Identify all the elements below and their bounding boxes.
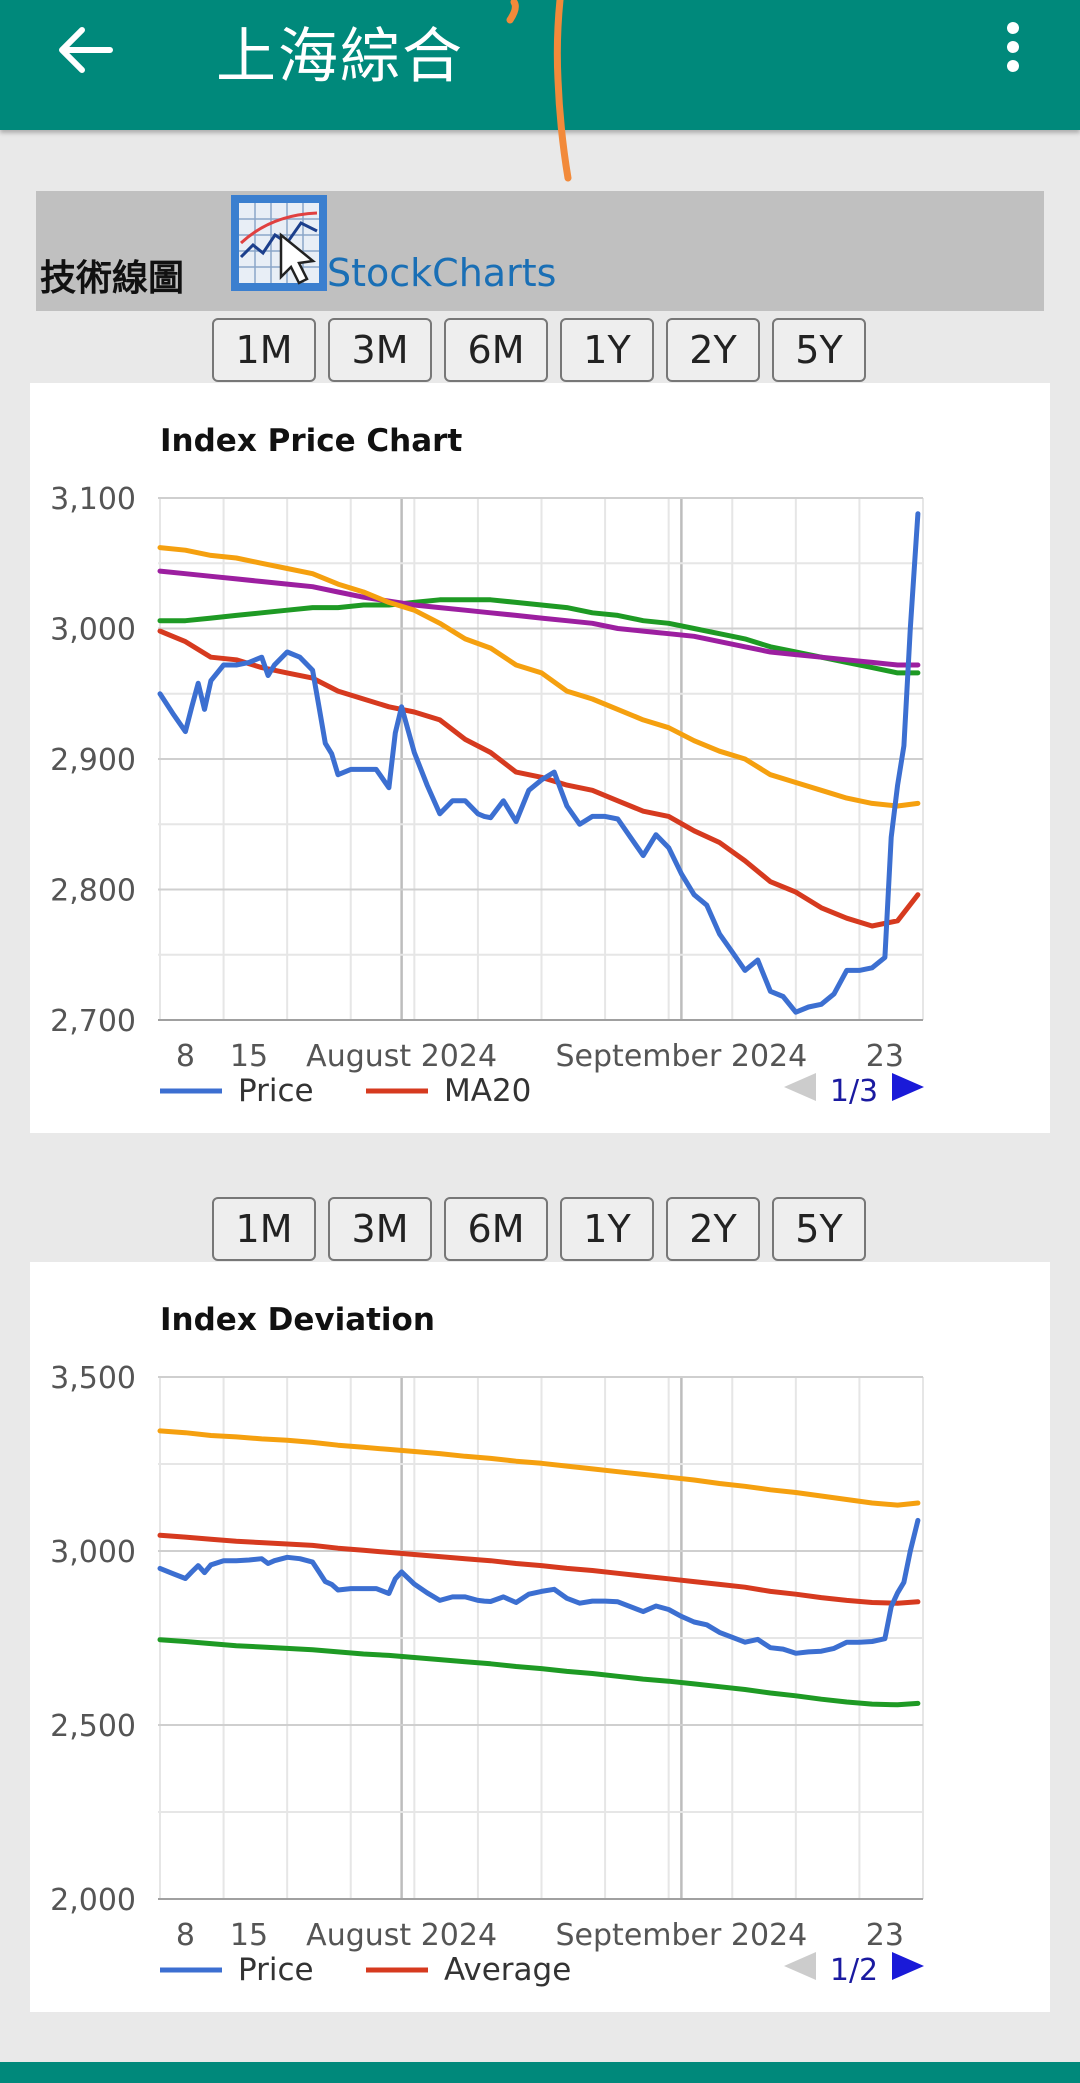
range-button-1y[interactable]: 1Y [560, 1197, 654, 1261]
legend-next-arrow-icon [892, 1073, 924, 1101]
range-selector-price: 1M 3M 6M 1Y 2Y 5Y [212, 318, 866, 382]
legend-entry: Price [238, 1073, 314, 1109]
series-line [157, 511, 921, 1015]
deviation-chart[interactable]: Index Deviation 2,000 2,500 3,000 3,500 8 15 Au… [30, 1262, 1050, 2012]
legend-page-indicator: 1/2 [830, 1953, 878, 1988]
series-line [157, 545, 921, 809]
series-line [157, 1532, 921, 1606]
technical-chart-label: 技術線圖 [40, 258, 185, 299]
y-tick-label: 2,000 [50, 1883, 136, 1918]
series-line [157, 597, 921, 676]
range-button-2y[interactable]: 2Y [666, 318, 760, 382]
range-button-1y[interactable]: 1Y [560, 318, 654, 382]
x-tick-label: 23 [866, 1918, 904, 1953]
y-tick-label: 3,000 [50, 613, 136, 648]
bottom-bar [0, 2062, 1080, 2083]
legend-entry: Price [238, 1952, 314, 1988]
page-title: 上海綜合 [216, 22, 464, 92]
range-button-5y[interactable]: 5Y [772, 318, 866, 382]
legend-entry: Average [444, 1952, 571, 1988]
stockcharts-link[interactable]: StockCharts [327, 251, 557, 295]
deviation-chart-panel: Index Deviation 2,000 2,500 3,000 3,500 8 15 Au… [30, 1262, 1050, 2012]
y-tick-label: 3,100 [50, 482, 136, 517]
legend-entry: MA20 [444, 1073, 531, 1109]
price-chart-panel: Index Price Chart 2,700 2,800 2,900 3,000 3,1… [30, 383, 1050, 1133]
price-chart[interactable]: Index Price Chart 2,700 2,800 2,900 3,000 3,1… [30, 383, 1050, 1133]
arrow-left-icon[interactable] [52, 20, 122, 80]
x-tick-label: 23 [866, 1039, 904, 1074]
app-bar: 上海綜合 [0, 0, 1080, 130]
legend-prev-arrow-icon [784, 1952, 816, 1980]
y-tick-label: 3,000 [50, 1535, 136, 1570]
x-tick-label: September 2024 [556, 1918, 808, 1953]
technical-chart-header: 技術線圖 StockCharts [36, 191, 1044, 311]
x-tick-label: 15 [230, 1039, 268, 1074]
legend-next-arrow-icon [892, 1952, 924, 1980]
range-selector-deviation: 1M 3M 6M 1Y 2Y 5Y [212, 1197, 866, 1261]
series-line [157, 1637, 921, 1708]
series-line [157, 568, 921, 668]
x-tick-label: August 2024 [306, 1918, 497, 1953]
series-line [157, 1517, 921, 1656]
range-button-3m[interactable]: 3M [328, 318, 432, 382]
range-button-1m[interactable]: 1M [212, 318, 316, 382]
x-tick-label: September 2024 [556, 1039, 808, 1074]
range-button-6m[interactable]: 6M [444, 1197, 548, 1261]
more-vert-icon[interactable] [990, 20, 1036, 80]
range-button-3m[interactable]: 3M [328, 1197, 432, 1261]
y-tick-label: 2,800 [50, 874, 136, 909]
range-button-5y[interactable]: 5Y [772, 1197, 866, 1261]
x-tick-label: 8 [176, 1918, 195, 1953]
chart-title: Index Price Chart [160, 423, 462, 459]
series-line [157, 1428, 921, 1508]
series-line [157, 628, 921, 929]
y-tick-label: 2,900 [50, 743, 136, 778]
legend-page-indicator: 1/3 [830, 1074, 878, 1109]
range-button-1m[interactable]: 1M [212, 1197, 316, 1261]
chart-title: Index Deviation [160, 1302, 435, 1338]
y-tick-label: 3,500 [50, 1361, 136, 1396]
stockcharts-logo-icon[interactable] [231, 195, 327, 291]
x-tick-label: 15 [230, 1918, 268, 1953]
range-button-2y[interactable]: 2Y [666, 1197, 760, 1261]
legend-prev-arrow-icon [784, 1073, 816, 1101]
y-tick-label: 2,700 [50, 1004, 136, 1039]
x-tick-label: 8 [176, 1039, 195, 1074]
range-button-6m[interactable]: 6M [444, 318, 548, 382]
y-tick-label: 2,500 [50, 1709, 136, 1744]
x-tick-label: August 2024 [306, 1039, 497, 1074]
